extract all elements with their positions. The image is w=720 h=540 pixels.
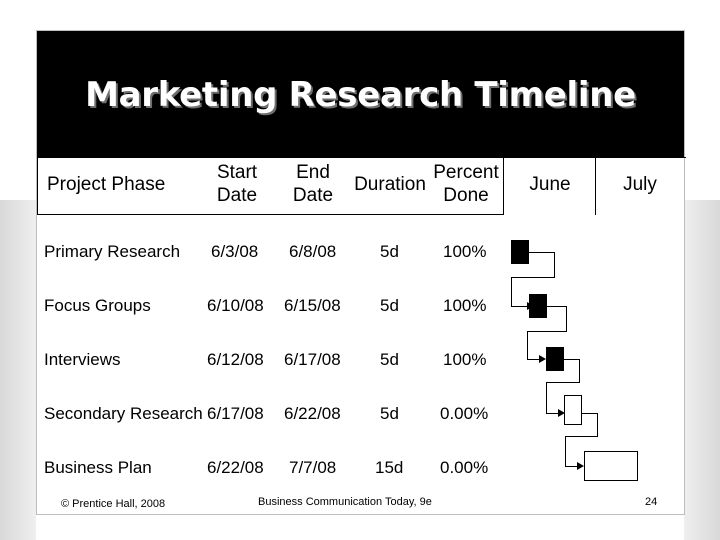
gantt-connector <box>547 306 567 307</box>
cell-end: 6/22/08 <box>284 404 341 423</box>
cell-percent: 100% <box>443 296 487 315</box>
gantt-bar-focus-groups <box>529 294 547 318</box>
gantt-connector <box>582 413 598 414</box>
cell-phase: Focus Groups <box>44 296 151 315</box>
gantt-connector <box>546 382 580 383</box>
header-divider-left <box>37 157 38 215</box>
gantt-connector <box>579 359 580 383</box>
cell-duration: 5d <box>380 404 399 423</box>
cell-end: 6/17/08 <box>284 350 341 369</box>
cell-start: 6/12/08 <box>207 350 264 369</box>
gantt-bar-business-plan <box>584 451 638 481</box>
header-duration: Duration <box>354 174 426 195</box>
cell-duration: 5d <box>380 350 399 369</box>
header-divider-june <box>503 157 504 215</box>
cell-phase: Primary Research <box>44 242 181 261</box>
cell-duration: 15d <box>375 458 404 477</box>
background-shade-right <box>684 200 720 540</box>
gantt-connector <box>565 436 566 467</box>
title-bar: Marketing Research Timeline <box>37 31 684 157</box>
header-percent-done: Percent Done <box>433 162 499 206</box>
cell-percent: 0.00% <box>440 458 489 477</box>
gantt-connector <box>566 306 567 332</box>
gantt-bar-fill <box>512 241 528 263</box>
cell-start: 6/3/08 <box>211 242 259 261</box>
arrow-icon <box>539 355 546 363</box>
gantt-bar-fill <box>547 348 563 370</box>
cell-phase: Secondary Research <box>44 404 202 423</box>
gantt-connector <box>529 252 555 253</box>
footer-page-number: 24 <box>645 496 658 508</box>
slide-title: Marketing Research Timeline <box>85 75 636 115</box>
gantt-connector <box>527 331 567 332</box>
gantt-connector <box>565 466 579 467</box>
cell-duration: 5d <box>380 296 399 315</box>
slide: Marketing Research Timeline Project Phas… <box>36 30 686 515</box>
header-month-july: July <box>623 174 657 195</box>
gantt-connector <box>527 359 541 360</box>
header-end-date: End Date <box>292 162 334 206</box>
gantt-connector <box>511 277 512 307</box>
cell-percent: 100% <box>443 242 487 261</box>
header-project-phase: Project Phase <box>47 174 166 195</box>
cell-percent: 100% <box>443 350 487 369</box>
cell-phase: Interviews <box>44 350 121 369</box>
gantt-connector <box>511 306 529 307</box>
gantt-bar-secondary-research <box>564 395 582 425</box>
gantt-connector <box>554 252 555 278</box>
cell-percent: 0.00% <box>440 404 489 423</box>
gantt-bar-primary-research <box>511 240 529 264</box>
header-start-date: Start Date <box>216 162 258 206</box>
gantt-connector <box>565 436 598 437</box>
footer-copyright: © Prentice Hall, 2008 <box>61 498 166 510</box>
header-divider-july <box>595 157 596 215</box>
cell-duration: 5d <box>380 242 399 261</box>
gantt-connector <box>546 413 560 414</box>
background-shade-left <box>0 200 36 540</box>
header-month-june: June <box>529 174 571 195</box>
gantt-bar-fill <box>530 295 546 317</box>
cell-end: 6/8/08 <box>289 242 337 261</box>
gantt-connector <box>546 382 547 414</box>
gantt-connector <box>527 331 528 360</box>
gantt-connector <box>564 359 580 360</box>
cell-end: 7/7/08 <box>289 458 337 477</box>
cell-start: 6/17/08 <box>207 404 264 423</box>
cell-start: 6/10/08 <box>207 296 264 315</box>
gantt-connector <box>511 277 555 278</box>
gantt-connector <box>597 413 598 437</box>
header-top-line <box>37 157 686 158</box>
footer-source: Business Communication Today, 9e <box>258 496 432 508</box>
cell-phase: Business Plan <box>44 458 152 477</box>
arrow-icon <box>577 462 584 470</box>
cell-start: 6/22/08 <box>207 458 264 477</box>
arrow-icon <box>558 409 565 417</box>
gantt-bar-interviews <box>546 347 564 371</box>
header-bottom-line <box>37 214 503 215</box>
cell-end: 6/15/08 <box>284 296 341 315</box>
